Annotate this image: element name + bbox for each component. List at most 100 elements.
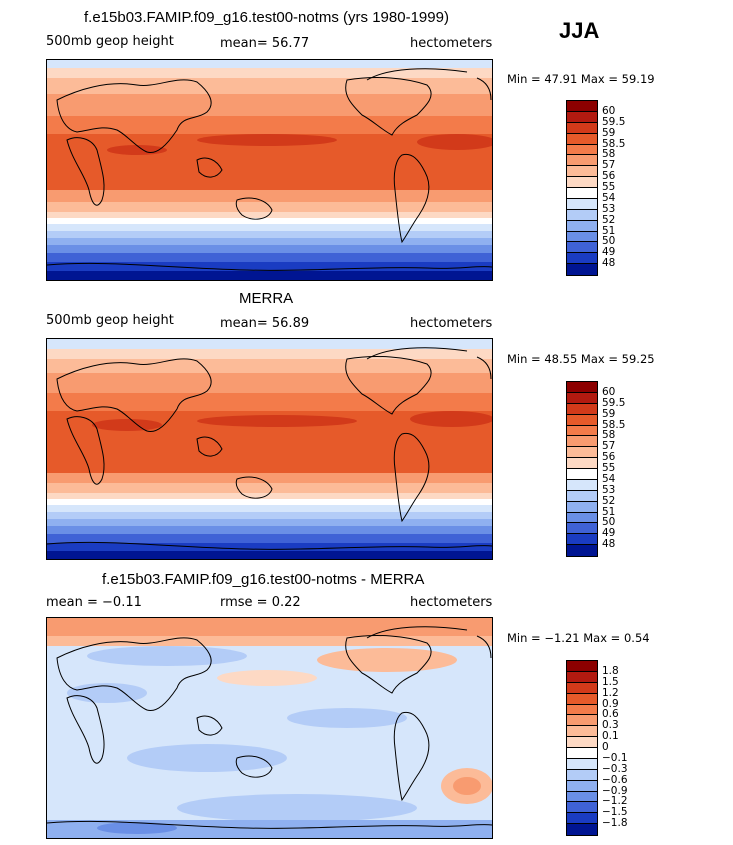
colorbar-tick-label: 58.5 bbox=[602, 418, 626, 431]
colorbar-tick-label: 48 bbox=[602, 538, 616, 551]
colorbar-tick-label: 0.6 bbox=[602, 708, 619, 721]
colorbar-cell bbox=[567, 748, 597, 759]
colorbar-cell bbox=[567, 661, 597, 672]
colorbar-cell bbox=[567, 824, 597, 835]
colorbar-cell bbox=[567, 414, 597, 426]
colorbar-cell bbox=[567, 490, 597, 502]
colorbar-tick-label: 55 bbox=[602, 462, 616, 474]
colorbar-tick-label: 59.5 bbox=[602, 396, 626, 409]
colorbar-cell bbox=[567, 209, 597, 221]
panel-2-minmax: Min = 48.55 Max = 59.25 bbox=[507, 352, 655, 366]
colorbar-cell bbox=[567, 458, 597, 469]
colorbar-tick-label: 55 bbox=[602, 181, 616, 193]
colorbar-cell bbox=[567, 737, 597, 748]
colorbar-cell bbox=[567, 545, 597, 556]
colorbar-tick-label: −1.2 bbox=[602, 795, 628, 808]
colorbar-tick-label: 48 bbox=[602, 257, 616, 270]
colorbar-tick-label: 57 bbox=[602, 159, 616, 172]
colorbar-tick-label: 58.5 bbox=[602, 137, 626, 150]
colorbar-tick-label: 49 bbox=[602, 246, 616, 259]
colorbar-tick-label: 59.5 bbox=[602, 115, 626, 128]
colorbar-tick-label: 59 bbox=[602, 126, 616, 139]
colorbar-tick-label: 56 bbox=[602, 170, 616, 183]
colorbar-cell bbox=[567, 704, 597, 716]
colorbar-cell bbox=[567, 264, 597, 275]
colorbar-cell bbox=[567, 791, 597, 803]
panel-2-colorbar bbox=[566, 381, 598, 557]
colorbar-tick-label: 1.8 bbox=[602, 664, 619, 677]
colorbar-cell bbox=[567, 144, 597, 156]
colorbar-cell bbox=[567, 382, 597, 393]
colorbar-cell bbox=[567, 155, 597, 167]
colorbar-tick-label: 52 bbox=[602, 494, 616, 507]
colorbar-tick-label: 52 bbox=[602, 213, 616, 226]
panel-1-mean: mean= 56.77 bbox=[220, 36, 310, 51]
colorbar-tick-label: 58 bbox=[602, 429, 616, 442]
colorbar-cell bbox=[567, 780, 597, 792]
panel-3-minmax: Min = −1.21 Max = 0.54 bbox=[507, 631, 650, 645]
colorbar-tick-label: 54 bbox=[602, 191, 616, 204]
colorbar-cell bbox=[567, 188, 597, 199]
colorbar-tick-label: 57 bbox=[602, 440, 616, 453]
colorbar-tick-label: 50 bbox=[602, 235, 616, 248]
colorbar-cell bbox=[567, 726, 597, 738]
colorbar-cell bbox=[567, 392, 597, 404]
colorbar-cell bbox=[567, 436, 597, 448]
colorbar-cell bbox=[567, 813, 597, 825]
colorbar-cell bbox=[567, 769, 597, 781]
colorbar-tick-label: 53 bbox=[602, 202, 616, 215]
panel-2-title: MERRA bbox=[239, 290, 294, 307]
colorbar-tick-label: 0.1 bbox=[602, 730, 619, 743]
colorbar-tick-label: 1.5 bbox=[602, 675, 619, 688]
colorbar-tick-label: −0.6 bbox=[602, 773, 628, 786]
panel-1-map-svg bbox=[47, 60, 492, 280]
colorbar-cell bbox=[567, 111, 597, 123]
colorbar-cell bbox=[567, 403, 597, 415]
panel-3-colorbar bbox=[566, 660, 598, 836]
colorbar-cell bbox=[567, 758, 597, 770]
colorbar-cell bbox=[567, 220, 597, 232]
colorbar-tick-label: 49 bbox=[602, 527, 616, 540]
panel-3-rmse: rmse = 0.22 bbox=[220, 595, 301, 610]
panel-3-units: hectometers bbox=[410, 595, 493, 610]
panel-1-title: f.e15b03.FAMIP.f09_g16.test00-notms (yrs… bbox=[84, 9, 449, 26]
colorbar-cell bbox=[567, 198, 597, 210]
colorbar-cell bbox=[567, 253, 597, 265]
colorbar-tick-label: 0 bbox=[602, 741, 609, 753]
colorbar-tick-label: 58 bbox=[602, 148, 616, 161]
colorbar-tick-label: −1.8 bbox=[602, 817, 628, 830]
panel-3-title: f.e15b03.FAMIP.f09_g16.test00-notms - ME… bbox=[102, 571, 425, 588]
colorbar-cell bbox=[567, 682, 597, 694]
colorbar-tick-label: 59 bbox=[602, 407, 616, 420]
colorbar-tick-label: −0.1 bbox=[602, 751, 628, 764]
panel-1-map bbox=[46, 59, 493, 281]
panel-1-minmax: Min = 47.91 Max = 59.19 bbox=[507, 72, 655, 86]
colorbar-tick-label: 53 bbox=[602, 483, 616, 496]
colorbar-cell bbox=[567, 425, 597, 437]
colorbar-cell bbox=[567, 122, 597, 134]
colorbar-cell bbox=[567, 501, 597, 513]
colorbar-tick-label: 51 bbox=[602, 505, 616, 518]
colorbar-cell bbox=[567, 242, 597, 254]
colorbar-cell bbox=[567, 523, 597, 535]
colorbar-tick-label: −1.5 bbox=[602, 806, 628, 819]
panel-2-mean: mean= 56.89 bbox=[220, 316, 310, 331]
colorbar-cell bbox=[567, 512, 597, 524]
panel-3-map-svg bbox=[47, 618, 492, 838]
panel-1-colorbar bbox=[566, 100, 598, 276]
panel-2-map bbox=[46, 338, 493, 560]
panel-1-units: hectometers bbox=[410, 36, 493, 51]
colorbar-tick-label: −0.3 bbox=[602, 762, 628, 775]
panel-3-mean: mean = −0.11 bbox=[46, 595, 142, 610]
panel-2-map-svg bbox=[47, 339, 492, 559]
colorbar-cell bbox=[567, 177, 597, 188]
colorbar-tick-label: 51 bbox=[602, 224, 616, 237]
colorbar-cell bbox=[567, 479, 597, 491]
colorbar-cell bbox=[567, 671, 597, 683]
colorbar-tick-label: 56 bbox=[602, 451, 616, 464]
panel-3-map bbox=[46, 617, 493, 839]
colorbar-tick-label: 1.2 bbox=[602, 686, 619, 699]
colorbar-tick-label: 60 bbox=[602, 104, 616, 117]
colorbar-cell bbox=[567, 231, 597, 243]
colorbar-cell bbox=[567, 447, 597, 459]
